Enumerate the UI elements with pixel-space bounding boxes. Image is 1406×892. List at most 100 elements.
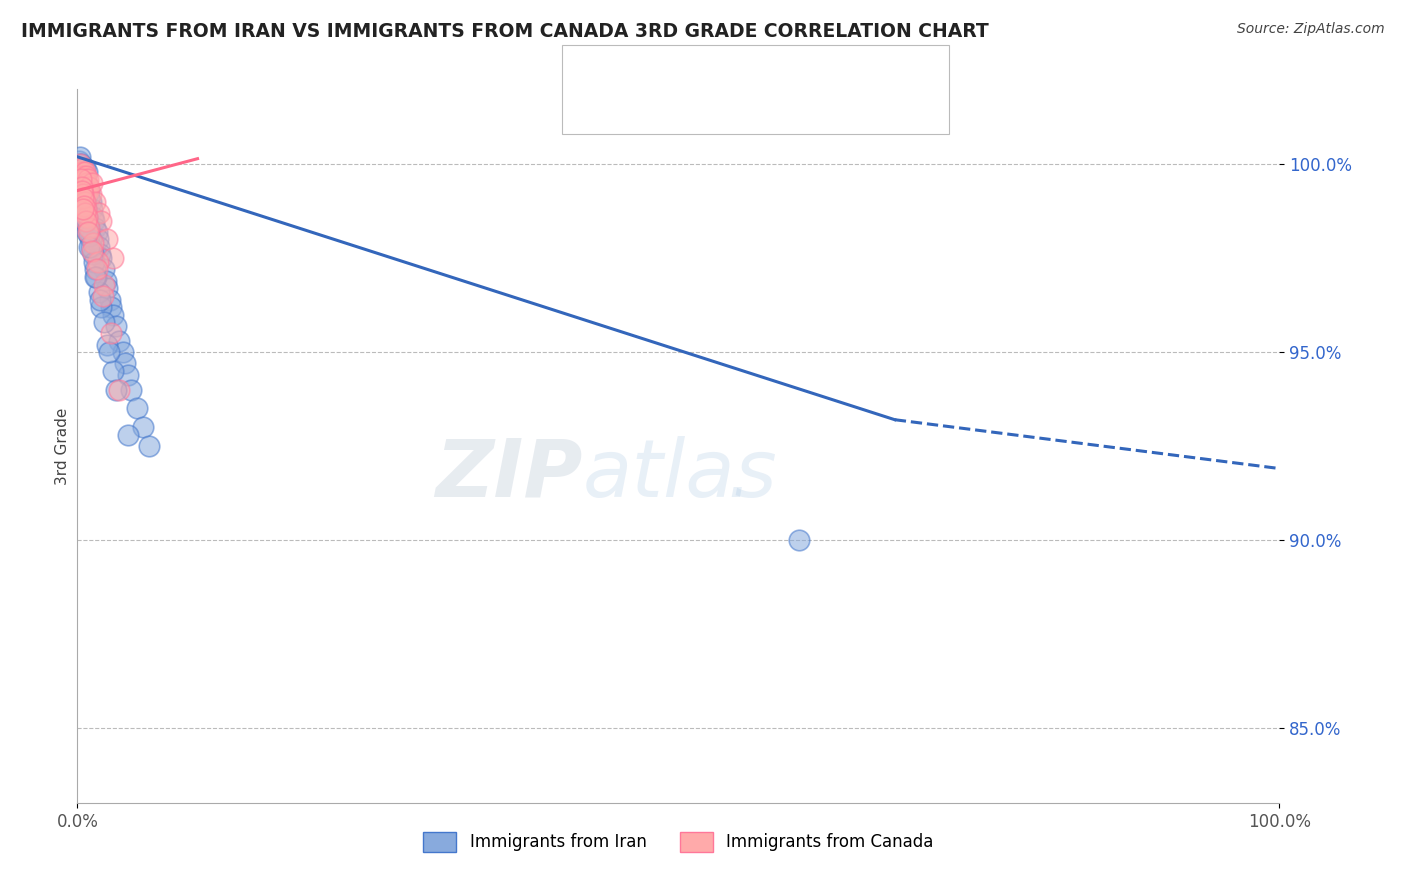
Point <box>75 213 97 227</box>
Point <box>80 202 103 217</box>
Text: ZIP: ZIP <box>434 435 582 514</box>
Point <box>69 150 91 164</box>
Point <box>79 179 101 194</box>
Point <box>75 172 97 186</box>
Point <box>67 157 90 171</box>
Point <box>72 176 94 190</box>
Point <box>77 179 100 194</box>
Point <box>70 194 93 209</box>
Point <box>77 191 100 205</box>
Point <box>69 165 91 179</box>
Point <box>70 172 93 186</box>
Point <box>86 262 108 277</box>
Y-axis label: 3rd Grade: 3rd Grade <box>55 408 70 484</box>
Point <box>89 293 111 307</box>
Point <box>108 334 131 348</box>
Point <box>86 225 108 239</box>
Point <box>79 225 101 239</box>
Point <box>70 172 93 186</box>
Point <box>69 176 91 190</box>
Point <box>73 179 96 194</box>
Point <box>70 184 93 198</box>
Point <box>93 315 115 329</box>
Point <box>76 225 98 239</box>
Point <box>69 161 91 175</box>
Point <box>73 172 96 186</box>
Point <box>84 262 107 277</box>
Point <box>87 232 110 246</box>
Point <box>84 270 107 285</box>
Point <box>77 228 100 243</box>
Point <box>104 383 127 397</box>
Point <box>79 232 101 246</box>
Point <box>100 326 122 341</box>
Point <box>90 300 112 314</box>
Point <box>90 251 112 265</box>
Point <box>117 368 139 382</box>
Point <box>89 247 111 261</box>
Point <box>72 169 94 183</box>
Point <box>77 225 100 239</box>
Point <box>72 191 94 205</box>
Point <box>114 356 136 370</box>
Point <box>103 251 125 265</box>
Point <box>72 187 94 202</box>
Point <box>70 165 93 179</box>
Point <box>117 427 139 442</box>
Point <box>80 244 103 258</box>
Point <box>787 533 810 547</box>
Point <box>70 179 93 194</box>
Point <box>75 179 97 194</box>
Point <box>69 165 91 179</box>
Text: R = -0.423   N = 87: R = -0.423 N = 87 <box>617 62 810 81</box>
Point <box>76 165 98 179</box>
Point <box>108 383 131 397</box>
Point <box>120 383 142 397</box>
Point <box>73 210 96 224</box>
Point <box>77 218 100 232</box>
Point <box>73 199 96 213</box>
Point <box>73 194 96 209</box>
Point <box>72 161 94 175</box>
Point <box>79 194 101 209</box>
Point <box>96 281 118 295</box>
Point <box>93 277 115 292</box>
Point <box>82 210 104 224</box>
Point <box>96 274 118 288</box>
Text: R =  0.292   N = 46: R = 0.292 N = 46 <box>617 95 808 115</box>
Point <box>76 176 98 190</box>
Legend: Immigrants from Iran, Immigrants from Canada: Immigrants from Iran, Immigrants from Ca… <box>416 825 941 859</box>
Point <box>72 191 94 205</box>
Point <box>82 247 104 261</box>
Point <box>70 172 93 186</box>
Point <box>98 293 121 307</box>
Text: atlas: atlas <box>582 435 778 514</box>
Point <box>97 345 120 359</box>
Point <box>79 221 101 235</box>
Point <box>100 300 122 314</box>
Point <box>75 176 97 190</box>
Point <box>72 187 94 202</box>
Point <box>103 364 125 378</box>
Point <box>72 202 94 217</box>
Point <box>84 194 107 209</box>
Point <box>70 172 93 186</box>
Text: Source: ZipAtlas.com: Source: ZipAtlas.com <box>1237 22 1385 37</box>
Point <box>76 210 98 224</box>
Point <box>75 206 97 220</box>
Point <box>72 169 94 183</box>
Point <box>80 176 103 190</box>
Point <box>96 232 118 246</box>
Point <box>87 240 110 254</box>
Point <box>75 202 97 217</box>
Text: .: . <box>727 435 752 514</box>
Point <box>84 270 107 285</box>
Point <box>76 187 98 202</box>
Point <box>96 337 118 351</box>
Point <box>69 157 91 171</box>
Point <box>76 210 98 224</box>
Point <box>67 165 90 179</box>
Point <box>79 240 101 254</box>
Point <box>73 176 96 190</box>
Point <box>79 184 101 198</box>
